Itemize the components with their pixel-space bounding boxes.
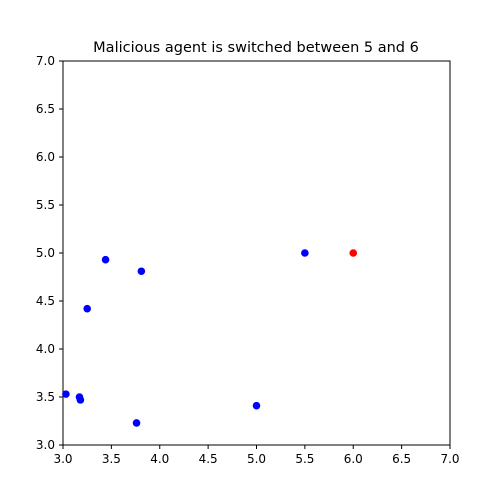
x-tick-label: 4.5 xyxy=(199,452,218,466)
x-tick-label: 5.5 xyxy=(295,452,314,466)
data-points xyxy=(62,249,358,427)
data-point xyxy=(301,249,309,257)
data-point xyxy=(252,401,261,410)
y-tick-label: 4.0 xyxy=(36,342,55,356)
y-axis: 3.0 3.5 4.0 4.5 5.0 5.5 6.0 6.5 7.0 xyxy=(36,54,63,452)
data-point xyxy=(83,304,91,313)
x-tick-label: 5.0 xyxy=(247,452,266,466)
x-tick-label: 4.0 xyxy=(150,452,169,466)
y-tick-label: 7.0 xyxy=(36,54,55,68)
plot-area xyxy=(62,60,451,446)
data-point xyxy=(101,255,110,264)
y-tick-label: 4.5 xyxy=(36,294,55,308)
x-tick-label: 7.0 xyxy=(440,452,459,466)
data-point xyxy=(62,390,70,398)
data-point xyxy=(132,419,141,427)
x-tick-label: 3.5 xyxy=(102,452,121,466)
chart-title: Malicious agent is switched between 5 an… xyxy=(93,40,419,56)
data-point xyxy=(76,396,85,404)
x-tick-label: 6.5 xyxy=(392,452,411,466)
y-tick-label: 5.5 xyxy=(36,198,55,212)
data-point xyxy=(349,249,358,257)
y-tick-label: 3.5 xyxy=(36,390,55,404)
y-tick-label: 6.0 xyxy=(36,150,55,164)
y-tick-label: 6.5 xyxy=(36,102,55,116)
x-tick-label: 3.0 xyxy=(53,452,72,466)
axes-frame xyxy=(62,60,451,446)
x-axis: 3.0 3.5 4.0 4.5 5.0 5.5 6.0 6.5 7.0 xyxy=(53,445,460,466)
y-tick-label: 5.0 xyxy=(36,246,55,260)
data-point xyxy=(137,267,146,276)
x-tick-label: 6.0 xyxy=(344,452,363,466)
y-tick-label: 3.0 xyxy=(36,438,55,452)
